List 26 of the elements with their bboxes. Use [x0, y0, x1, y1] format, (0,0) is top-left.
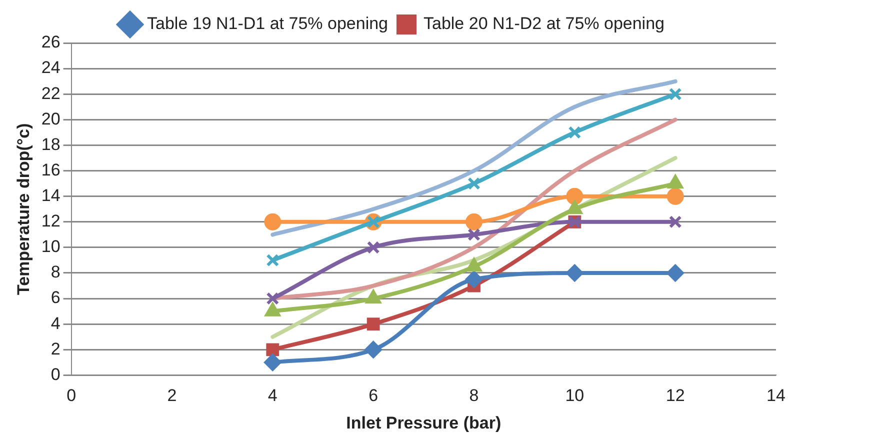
y-tick-label: 8	[50, 262, 60, 282]
y-tick-label: 12	[41, 212, 60, 231]
x-tick-label: 6	[368, 386, 378, 406]
legend-label: Table 20 N1-D2 at 75% opening	[424, 14, 664, 34]
y-tick-label: 24	[41, 58, 60, 78]
y-tick-label: 22	[41, 84, 60, 103]
y-tick-label: 26	[41, 32, 60, 52]
y-tick-label: 14	[41, 186, 60, 206]
y-tick-label: 4	[50, 314, 60, 333]
x-tick-label: 14	[766, 386, 786, 406]
y-tick-label: 2	[50, 339, 60, 358]
y-tick-label: 20	[41, 109, 60, 128]
y-tick-label: 10	[41, 237, 60, 256]
y-tick-label: 0	[50, 364, 60, 384]
y-axis-title: Temperature drop(°c)	[14, 123, 33, 295]
x-tick-label: 12	[666, 386, 685, 406]
legend-label: Table 19 N1-D1 at 75% opening	[147, 14, 388, 34]
x-tick-label: 0	[66, 386, 76, 406]
x-tick-label: 2	[167, 386, 177, 406]
y-tick-label: 6	[50, 288, 60, 308]
y-tick-label: 18	[41, 134, 60, 154]
x-axis-title: Inlet Pressure (bar)	[346, 413, 502, 432]
x-tick-label: 8	[469, 386, 479, 406]
y-tick-label: 16	[41, 160, 60, 180]
x-tick-label: 10	[565, 386, 584, 406]
x-tick-label: 4	[268, 386, 278, 406]
